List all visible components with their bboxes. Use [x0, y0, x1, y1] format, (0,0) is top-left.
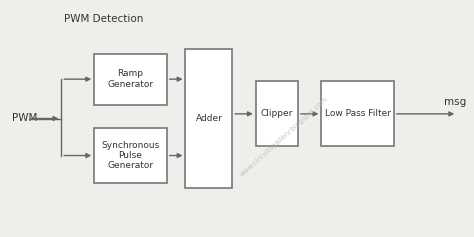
- Text: Ramp
Generator: Ramp Generator: [108, 69, 154, 89]
- Bar: [94, 128, 167, 183]
- Bar: [321, 82, 394, 146]
- Bar: [94, 54, 167, 105]
- Text: PWM: PWM: [12, 114, 37, 123]
- Text: Low Pass Filter: Low Pass Filter: [325, 109, 391, 118]
- Text: msg: msg: [444, 97, 466, 107]
- Text: Clipper: Clipper: [261, 109, 293, 118]
- Text: www.circuitsgallery.blogspot.com: www.circuitsgallery.blogspot.com: [238, 96, 329, 178]
- Bar: [256, 82, 298, 146]
- Bar: [185, 49, 232, 188]
- Text: Adder: Adder: [195, 114, 222, 123]
- Text: Synchronous
Pulse
Generator: Synchronous Pulse Generator: [101, 141, 160, 170]
- Text: PWM Detection: PWM Detection: [64, 14, 143, 24]
